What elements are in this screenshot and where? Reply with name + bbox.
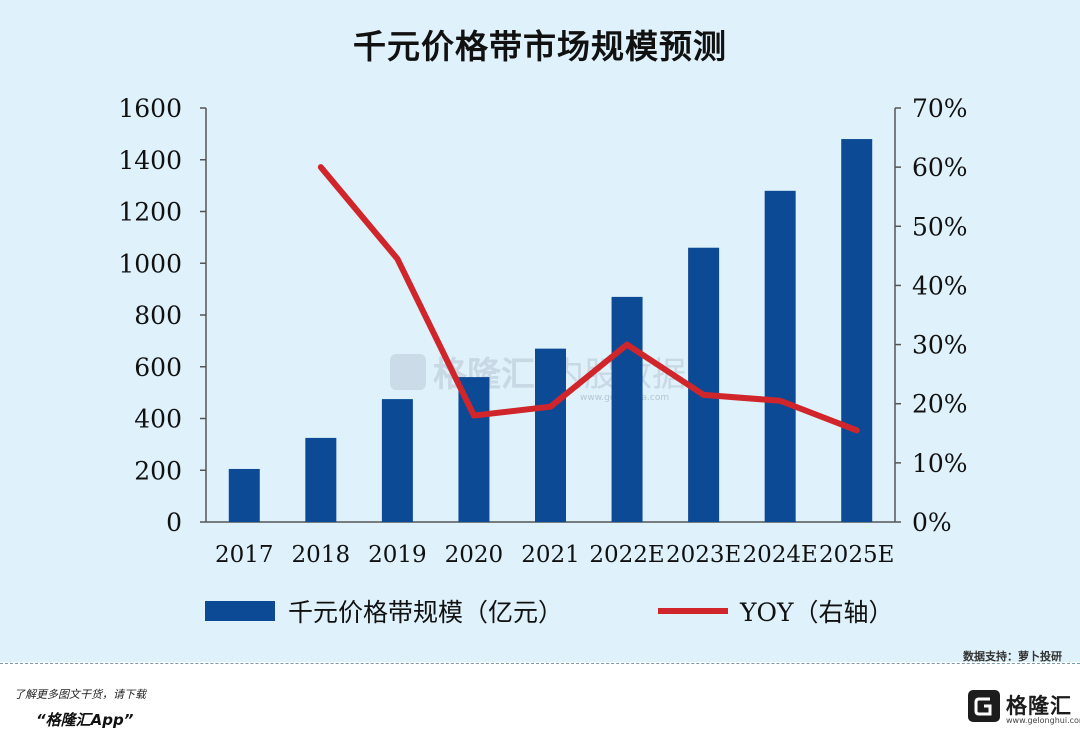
bar — [228, 468, 260, 522]
brand-url: www.gelonghui.com — [1006, 716, 1080, 725]
y-left-tick-label: 1600 — [118, 94, 182, 123]
divider — [0, 663, 1080, 664]
legend-line-label: YOY（右轴） — [739, 598, 894, 627]
x-tick-label: 2022E — [589, 542, 664, 568]
y-right-tick-label: 10% — [912, 449, 968, 478]
y-left-tick-label: 0 — [166, 508, 182, 537]
footer-app-name[interactable]: “格隆汇App” — [36, 711, 134, 729]
bar — [841, 139, 873, 523]
y-right-tick-label: 60% — [912, 153, 968, 182]
brand-mark-icon — [968, 690, 1000, 722]
y-left-tick-label: 1400 — [118, 146, 182, 175]
bar — [458, 377, 490, 522]
source-note: 数据支持：萝卜投研 — [963, 650, 1062, 663]
watermark-logo-icon — [390, 354, 426, 390]
yoy-line — [317, 164, 860, 434]
legend-bar-label: 千元价格带规模（亿元） — [288, 598, 563, 627]
bar — [381, 399, 413, 522]
y-right-tick-label: 40% — [912, 271, 968, 300]
x-tick-label: 2020 — [445, 542, 504, 568]
bar — [611, 296, 643, 522]
y-right-tick-label: 20% — [912, 390, 968, 419]
bar — [305, 437, 337, 522]
x-tick-label: 2019 — [368, 542, 427, 568]
y-left-tick-label: 200 — [134, 456, 182, 485]
y-left-tick-label: 800 — [134, 301, 182, 330]
y-right-tick-label: 70% — [912, 94, 968, 123]
y-right-tick-label: 30% — [912, 331, 968, 360]
brand-logo: 格隆汇 www.gelonghui.com — [968, 690, 1080, 730]
x-tick-label: 2025E — [819, 542, 894, 568]
x-tick-label: 2024E — [743, 542, 818, 568]
y-right-tick-label: 50% — [912, 212, 968, 241]
x-tick-label: 2023E — [666, 542, 741, 568]
y-left-tick-label: 1000 — [118, 249, 182, 278]
y-left-tick-label: 600 — [134, 353, 182, 382]
bar — [764, 190, 796, 523]
y-left-tick-label: 400 — [134, 405, 182, 434]
y-right-tick-label: 0% — [912, 508, 952, 537]
chart-card: 千元价格带市场规模预测 格隆汇内股数据www.gogudata.com02004… — [0, 0, 1080, 662]
chart-title: 千元价格带市场规模预测 — [353, 27, 727, 66]
x-tick-label: 2018 — [292, 542, 351, 568]
brand-name: 格隆汇 — [1006, 694, 1072, 718]
bar — [535, 348, 566, 522]
y-left-tick-label: 1200 — [118, 198, 182, 227]
x-tick-label: 2017 — [215, 542, 274, 568]
legend-bar-swatch — [205, 601, 275, 621]
footer-download-hint: 了解更多图文干货，请下载 — [14, 688, 146, 701]
x-tick-label: 2021 — [521, 542, 580, 568]
chart-plot: 格隆汇内股数据www.gogudata.com02004006008001000… — [118, 94, 968, 627]
